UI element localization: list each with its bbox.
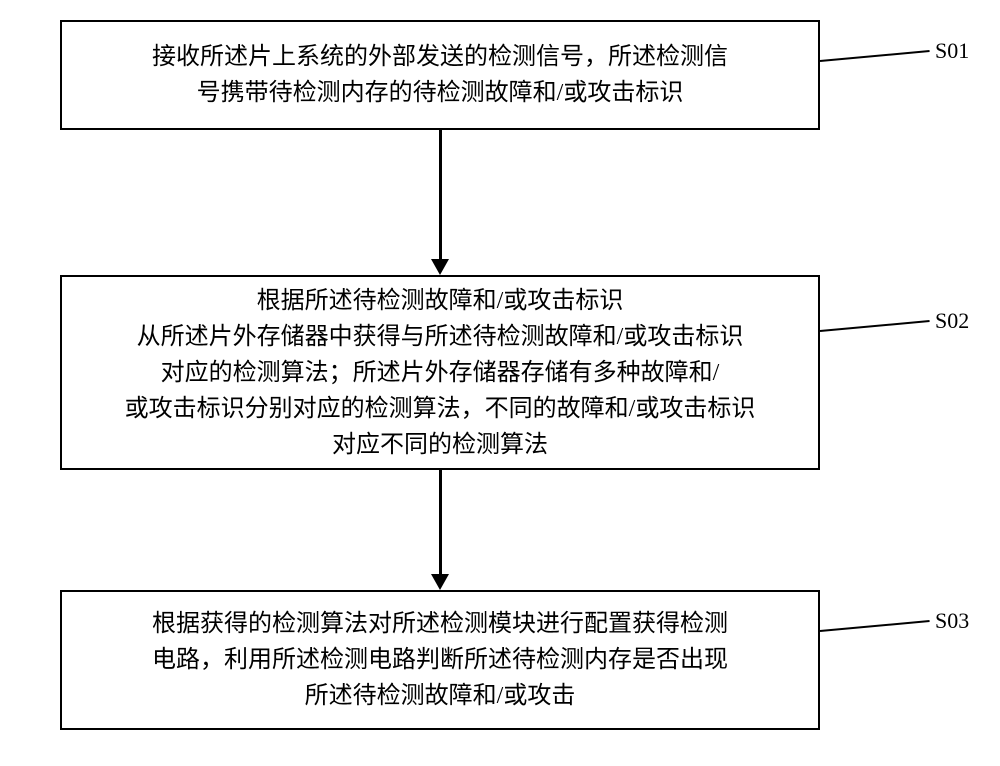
step-text-s02: 根据所述待检测故障和/或攻击标识从所述片外存储器中获得与所述待检测故障和/或攻击… — [125, 283, 756, 463]
step-box-s02: 根据所述待检测故障和/或攻击标识从所述片外存储器中获得与所述待检测故障和/或攻击… — [60, 275, 820, 470]
arrow-line-2 — [439, 470, 442, 574]
arrow-head-2 — [431, 574, 449, 590]
arrow-line-1 — [439, 130, 442, 259]
leader-line-s03 — [820, 620, 930, 632]
step-box-s03: 根据获得的检测算法对所述检测模块进行配置获得检测电路，利用所述检测电路判断所述待… — [60, 590, 820, 730]
step-text-s03: 根据获得的检测算法对所述检测模块进行配置获得检测电路，利用所述检测电路判断所述待… — [152, 606, 728, 714]
step-box-s01: 接收所述片上系统的外部发送的检测信号，所述检测信号携带待检测内存的待检测故障和/… — [60, 20, 820, 130]
step-label-s03: S03 — [935, 608, 969, 634]
step-text-s01: 接收所述片上系统的外部发送的检测信号，所述检测信号携带待检测内存的待检测故障和/… — [152, 39, 728, 111]
flowchart-canvas: 接收所述片上系统的外部发送的检测信号，所述检测信号携带待检测内存的待检测故障和/… — [0, 0, 1000, 766]
leader-line-s02 — [820, 320, 930, 332]
arrow-head-1 — [431, 259, 449, 275]
leader-line-s01 — [820, 50, 930, 62]
step-label-s02: S02 — [935, 308, 969, 334]
step-label-s01: S01 — [935, 38, 969, 64]
